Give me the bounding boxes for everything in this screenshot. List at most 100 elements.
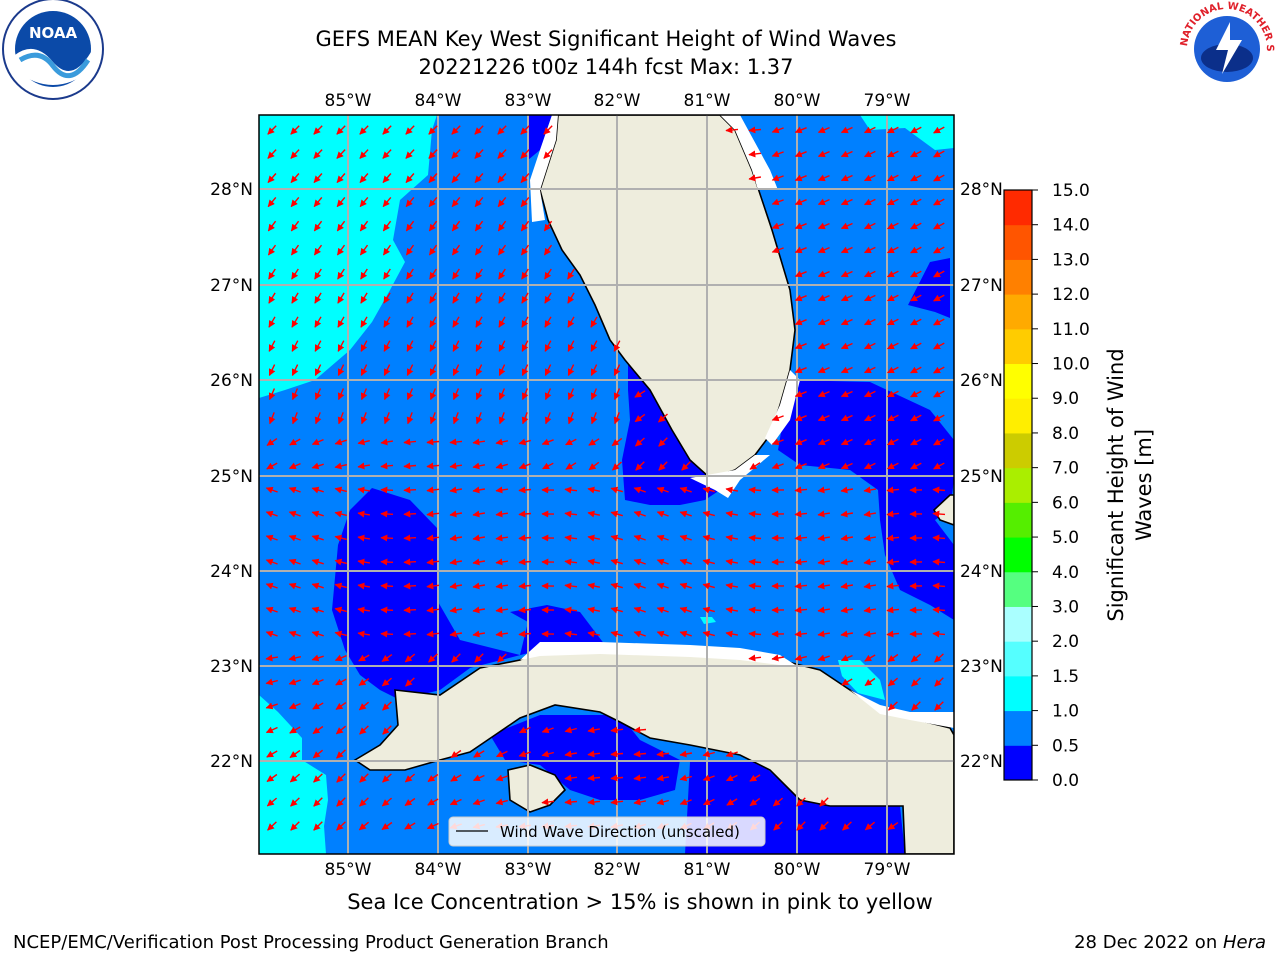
wave-direction-arrow xyxy=(380,462,394,470)
wave-direction-arrow xyxy=(863,390,876,398)
wave-direction-arrow xyxy=(404,797,416,807)
wave-direction-arrow xyxy=(543,220,553,232)
wave-direction-arrow xyxy=(291,412,299,425)
wave-direction-arrow xyxy=(311,678,324,686)
wave-direction-arrow xyxy=(748,150,762,158)
wave-direction-arrow xyxy=(886,318,899,326)
wave-direction-arrow xyxy=(567,292,575,304)
wave-direction-arrow xyxy=(886,294,899,302)
wave-direction-arrow xyxy=(934,701,944,711)
wave-direction-arrow xyxy=(794,342,807,350)
svg-text:79°W: 79°W xyxy=(864,860,911,880)
wave-direction-arrow xyxy=(817,222,830,230)
colorbar-segment xyxy=(1004,641,1032,677)
wave-direction-arrow xyxy=(842,821,852,831)
svg-text:82°W: 82°W xyxy=(594,91,641,111)
wave-direction-arrow xyxy=(312,725,324,735)
wave-direction-arrow xyxy=(590,388,598,401)
wave-direction-arrow xyxy=(472,534,486,542)
wave-direction-arrow xyxy=(886,342,899,350)
wave-direction-arrow xyxy=(613,388,621,401)
wave-direction-arrow xyxy=(406,340,414,352)
wave-direction-arrow xyxy=(518,462,531,470)
wave-direction-arrow xyxy=(656,558,669,566)
wave-direction-arrow xyxy=(521,412,529,425)
wave-direction-arrow xyxy=(449,582,463,590)
wave-direction-arrow xyxy=(291,340,299,352)
wave-direction-arrow xyxy=(495,774,508,782)
wave-direction-arrow xyxy=(911,677,921,687)
wave-direction-arrow xyxy=(336,149,346,159)
wave-direction-arrow xyxy=(451,125,461,135)
map-frame xyxy=(258,114,955,855)
wave-direction-arrow xyxy=(268,292,276,304)
wave-direction-arrow xyxy=(267,220,277,232)
wave-direction-arrow xyxy=(932,558,946,566)
wave-direction-arrow xyxy=(289,749,301,759)
wave-direction-arrow xyxy=(451,244,461,256)
nws-logo: NATIONAL WEATHER SERVICE xyxy=(0,0,1275,97)
wave-direction-arrow xyxy=(886,198,899,206)
wave-direction-arrow xyxy=(702,630,715,638)
wave-direction-arrow xyxy=(910,462,922,470)
wave-direction-arrow xyxy=(334,582,347,590)
wave-direction-arrow xyxy=(474,653,484,663)
colorbar-tick-label: 5.0 xyxy=(1052,528,1079,548)
wave-direction-arrow xyxy=(794,582,808,590)
wave-direction-arrow xyxy=(658,461,668,471)
wave-direction-arrow xyxy=(406,292,414,304)
wave-direction-arrow xyxy=(495,798,508,806)
wave-direction-arrow xyxy=(426,438,440,446)
wave-direction-arrow xyxy=(449,798,462,806)
wave-direction-arrow xyxy=(725,630,739,638)
wave-direction-arrow xyxy=(266,750,278,758)
wave-direction-arrow xyxy=(450,774,462,782)
wave-direction-arrow xyxy=(932,486,946,494)
wave-direction-arrow xyxy=(265,630,278,638)
legend-label: Wind Wave Direction (unscaled) xyxy=(500,823,740,841)
wave-direction-arrow xyxy=(449,606,463,614)
wave-direction-arrow xyxy=(933,342,945,350)
colorbar-tick-label: 6.0 xyxy=(1052,493,1079,513)
wave-direction-arrow xyxy=(426,510,440,518)
wave-direction-arrow xyxy=(932,630,946,638)
wave-direction-arrow xyxy=(633,486,646,494)
wave-direction-arrow xyxy=(910,150,922,158)
wave-direction-arrow xyxy=(290,173,300,184)
wave-direction-arrow xyxy=(336,125,346,135)
wave-direction-arrow xyxy=(771,654,785,662)
wave-direction-arrow xyxy=(702,606,715,614)
wave-direction-arrow xyxy=(404,653,416,663)
wave-direction-arrow xyxy=(359,125,369,135)
wave-direction-arrow xyxy=(910,390,922,398)
wave-direction-arrow xyxy=(314,292,322,304)
wave-direction-arrow xyxy=(613,412,621,425)
wave-direction-arrow xyxy=(771,126,784,134)
wave-direction-arrow xyxy=(817,582,831,590)
wave-direction-arrow xyxy=(495,510,508,518)
wave-direction-arrow xyxy=(495,486,508,494)
wave-direction-arrow xyxy=(334,510,347,518)
wave-direction-arrow xyxy=(451,653,461,663)
wave-direction-arrow xyxy=(314,364,322,377)
wave-direction-arrow xyxy=(864,821,876,831)
colorbar-segment xyxy=(1004,363,1032,399)
wave-direction-arrow xyxy=(288,654,302,662)
wave-direction-arrow xyxy=(495,438,509,446)
svg-text:84°W: 84°W xyxy=(415,91,462,111)
wave-direction-arrow xyxy=(497,653,507,663)
colorbar-label: Significant Height of Wind Waves [m] xyxy=(1104,348,1156,621)
wave-direction-arrow xyxy=(933,366,945,374)
wave-direction-arrow xyxy=(541,750,554,758)
colorbar-segment xyxy=(1004,675,1032,712)
wave-direction-arrow xyxy=(495,582,508,590)
wave-direction-arrow xyxy=(313,244,323,256)
svg-text:23°N: 23°N xyxy=(210,657,253,677)
wave-direction-arrow xyxy=(383,268,391,280)
wave-direction-arrow xyxy=(794,414,807,422)
wave-direction-arrow xyxy=(749,774,761,782)
wave-direction-arrow xyxy=(311,558,324,566)
wave-direction-arrow xyxy=(313,125,323,135)
svg-text:25°N: 25°N xyxy=(960,467,1003,487)
wave-direction-arrow xyxy=(817,126,830,134)
